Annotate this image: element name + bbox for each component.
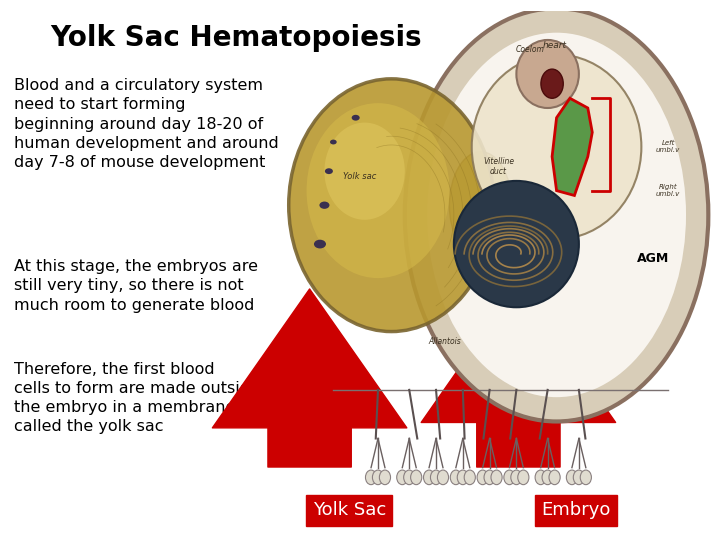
Text: Yolk sac: Yolk sac bbox=[343, 172, 377, 180]
Ellipse shape bbox=[289, 79, 494, 332]
Text: Left
umbl.v: Left umbl.v bbox=[656, 140, 680, 153]
Text: AGM: AGM bbox=[637, 252, 669, 265]
Text: Vitelline
duct: Vitelline duct bbox=[483, 157, 514, 176]
Text: Yolk Sac: Yolk Sac bbox=[312, 501, 386, 519]
Ellipse shape bbox=[516, 40, 579, 108]
Text: Yolk Sac Hematopoiesis: Yolk Sac Hematopoiesis bbox=[50, 24, 422, 52]
Ellipse shape bbox=[510, 470, 522, 485]
Ellipse shape bbox=[542, 470, 553, 485]
Ellipse shape bbox=[580, 470, 591, 485]
Ellipse shape bbox=[330, 139, 337, 144]
Ellipse shape bbox=[454, 181, 579, 307]
Ellipse shape bbox=[484, 470, 495, 485]
Ellipse shape bbox=[549, 470, 560, 485]
Ellipse shape bbox=[404, 470, 415, 485]
Ellipse shape bbox=[518, 470, 529, 485]
Ellipse shape bbox=[504, 470, 515, 485]
Ellipse shape bbox=[491, 470, 502, 485]
Text: At this stage, the embryos are
still very tiny, so there is not
much room to gen: At this stage, the embryos are still ver… bbox=[14, 259, 258, 313]
Polygon shape bbox=[552, 98, 593, 195]
Ellipse shape bbox=[438, 470, 449, 485]
Ellipse shape bbox=[397, 470, 408, 485]
Text: Blood and a circulatory system
need to start forming
beginning around day 18-20 : Blood and a circulatory system need to s… bbox=[14, 78, 279, 170]
Ellipse shape bbox=[320, 201, 330, 209]
Ellipse shape bbox=[541, 69, 563, 98]
Text: Coelom: Coelom bbox=[516, 45, 544, 54]
Ellipse shape bbox=[423, 470, 435, 485]
Ellipse shape bbox=[405, 8, 708, 422]
Ellipse shape bbox=[351, 115, 360, 120]
Ellipse shape bbox=[410, 470, 422, 485]
Ellipse shape bbox=[535, 470, 546, 485]
Ellipse shape bbox=[314, 240, 326, 248]
Text: Right
umbl.v: Right umbl.v bbox=[656, 184, 680, 197]
Text: Embryo: Embryo bbox=[541, 501, 611, 519]
Ellipse shape bbox=[573, 470, 585, 485]
Ellipse shape bbox=[464, 470, 475, 485]
Ellipse shape bbox=[325, 123, 405, 220]
Ellipse shape bbox=[427, 32, 686, 397]
Ellipse shape bbox=[307, 103, 449, 278]
Ellipse shape bbox=[450, 470, 462, 485]
Ellipse shape bbox=[472, 55, 642, 239]
Ellipse shape bbox=[431, 470, 441, 485]
Ellipse shape bbox=[366, 470, 377, 485]
Ellipse shape bbox=[457, 470, 469, 485]
Ellipse shape bbox=[449, 152, 512, 259]
Text: heart: heart bbox=[543, 40, 567, 50]
Ellipse shape bbox=[567, 470, 577, 485]
Text: Therefore, the first blood
cells to form are made outside
the embryo in a membra: Therefore, the first blood cells to form… bbox=[14, 362, 260, 434]
Ellipse shape bbox=[325, 168, 333, 174]
Ellipse shape bbox=[477, 470, 488, 485]
Text: Allantois: Allantois bbox=[428, 337, 462, 346]
Ellipse shape bbox=[372, 470, 384, 485]
Ellipse shape bbox=[379, 470, 390, 485]
